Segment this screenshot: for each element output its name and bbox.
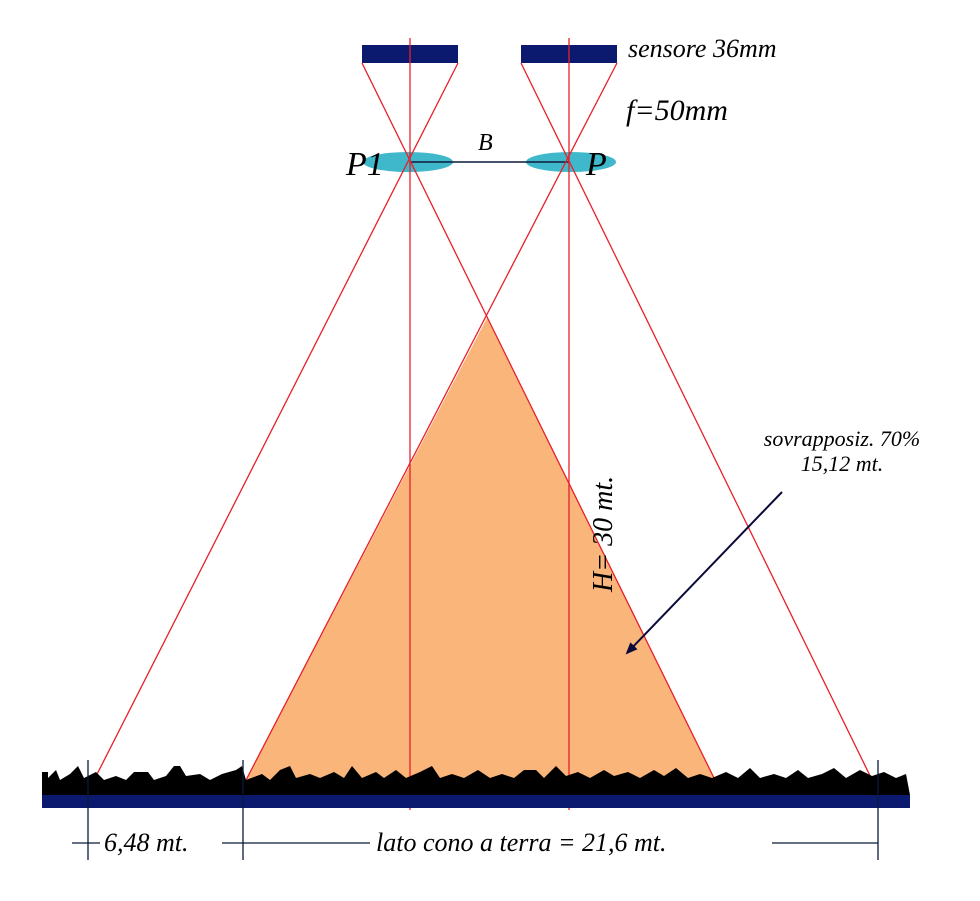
offset-dimension: 6,48 mt. [104,828,189,857]
ground [42,795,910,808]
rays [87,38,879,810]
dimension-lines [72,760,879,860]
left-point: P1 [345,146,384,183]
lens-right [526,152,616,172]
right-point: P [585,146,607,183]
overlap-label: sovrapposiz. 70% [764,426,920,451]
focal-label: f=50mm [626,94,728,127]
height-label: H= 30 mt. [588,476,619,593]
overlap-arrow [625,491,783,655]
skyline [42,766,910,795]
overlap-length: 15,12 mt. [801,451,884,476]
base-label: B [478,130,493,156]
overlap-area [245,318,716,782]
sensor-label: sensore 36mm [628,34,777,63]
ground-side-dimension: lato cono a terra = 21,6 mt. [376,828,667,857]
